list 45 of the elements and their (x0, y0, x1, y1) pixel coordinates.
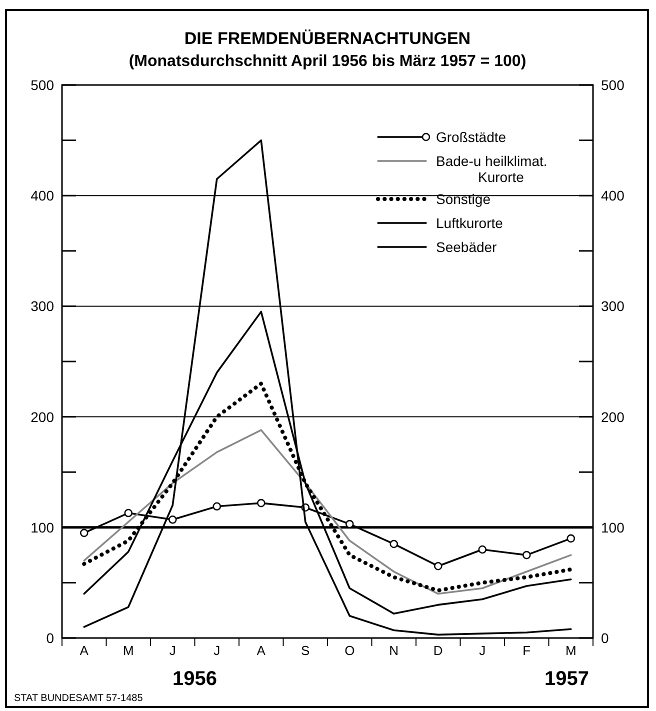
legend-label: Sonstige (436, 191, 491, 207)
text: 1957 (544, 668, 589, 690)
point (478, 545, 487, 554)
x-tick-label: A (80, 643, 89, 658)
point (434, 562, 442, 570)
y-tick-label: 0 (46, 630, 54, 646)
y2-tick-label: 400 (601, 188, 625, 204)
legend-label: Bade-u heilklimat. Kurorte (436, 153, 548, 185)
chart-title: DIE FREMDENÜBERNACHTUNGEN (184, 29, 471, 48)
text: 1956 (172, 668, 217, 690)
x-tick-label: J (169, 643, 176, 658)
line-series (83, 429, 572, 595)
chart-subtitle: (Monatsdurchschnitt April 1956 bis März 1957 = 100) (128, 53, 526, 70)
point (212, 502, 222, 511)
y-tick-label: 100 (30, 519, 54, 536)
text: STAT BUNDESAMT 57-1485 (14, 693, 144, 704)
point (124, 508, 133, 518)
point (522, 550, 531, 560)
x-tick-label: F (522, 643, 531, 658)
x-tick-label: N (389, 643, 399, 658)
x-tick-label: S (301, 643, 310, 658)
point (566, 534, 576, 543)
y2-tick-label: 300 (601, 298, 625, 314)
y2-tick-label: 500 (601, 77, 625, 93)
y-tick-label: 500 (30, 77, 54, 93)
legend-label: Seebäder (436, 239, 498, 255)
y2-tick-label: 0 (601, 630, 609, 646)
y2-tick-label: 200 (601, 408, 625, 425)
x-tick-label: J (479, 643, 486, 658)
x-tick-label: A (256, 643, 266, 658)
point (168, 516, 177, 524)
y-tick-label: 200 (30, 408, 54, 425)
x-tick-label: M (565, 643, 576, 658)
x-tick-label: D (433, 643, 443, 658)
y2-tick-label: 100 (601, 519, 625, 536)
point (390, 540, 398, 548)
x-tick-label: O (344, 643, 355, 658)
point (80, 528, 88, 538)
point (256, 498, 266, 508)
legend-label: Großstädte (436, 129, 506, 145)
y-tick-label: 300 (30, 298, 54, 314)
x-tick-label: J (214, 643, 220, 658)
x-tick-label: M (122, 643, 134, 658)
legend-label: Luftkurorte (436, 215, 504, 231)
y-tick-label: 400 (30, 188, 54, 204)
